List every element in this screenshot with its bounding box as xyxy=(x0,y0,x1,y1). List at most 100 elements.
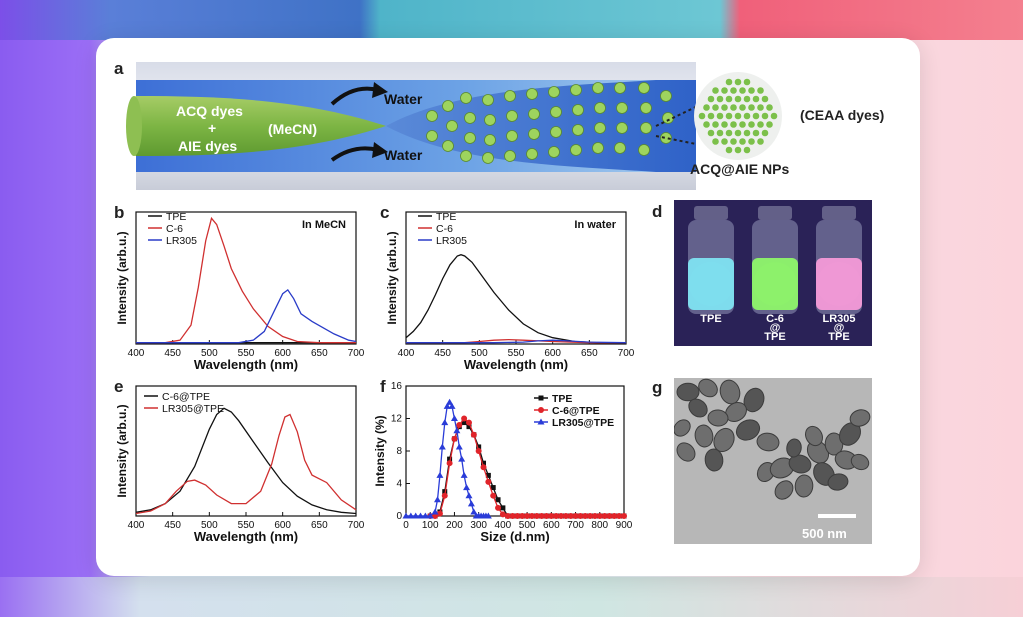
dye-stream xyxy=(130,96,386,156)
zoom-dot xyxy=(707,112,715,120)
zoom-dot xyxy=(748,104,755,111)
x-tick-label: 650 xyxy=(581,348,598,359)
data-point xyxy=(448,402,456,409)
vial-liquid xyxy=(752,258,798,310)
tem-particle xyxy=(774,480,794,500)
zoom-dot xyxy=(743,78,751,86)
nanoparticle-dot xyxy=(506,130,518,142)
x-tick-label: 450 xyxy=(164,520,181,531)
background-bottom-band xyxy=(0,577,1023,617)
panel-d-label: d xyxy=(652,202,663,221)
zoom-dots xyxy=(698,78,778,154)
nanoparticle-dot xyxy=(464,132,476,144)
tem-particle xyxy=(849,409,871,427)
panel-b-label: b xyxy=(114,203,124,222)
legend-label: LR305@TPE xyxy=(552,417,614,429)
data-point xyxy=(453,427,461,434)
scale-bar-label: 500 nm xyxy=(802,526,847,541)
nanoparticle-dot xyxy=(484,134,496,146)
zoom-dot xyxy=(712,87,719,94)
data-point xyxy=(509,513,516,519)
x-tick-label: 0 xyxy=(403,520,409,531)
series-line-TPE xyxy=(430,421,624,517)
nanoparticle-dot xyxy=(504,150,516,162)
x-tick-label: 800 xyxy=(591,520,608,531)
x-tick-label: 300 xyxy=(470,520,487,531)
zoom-dot xyxy=(698,112,706,120)
data-point xyxy=(461,415,468,422)
vial-label: TPE xyxy=(700,313,721,325)
data-point xyxy=(481,460,487,466)
zoom-dot xyxy=(757,138,764,145)
zoom-dot xyxy=(734,146,742,154)
figure-card: a ACQ dyes + AIE dyes (MeCN) Water Water… xyxy=(96,38,920,576)
zoom-dot xyxy=(707,129,715,137)
zoom-dot xyxy=(752,95,760,103)
x-axis-label: Wavelength (nm) xyxy=(464,357,568,372)
data-point xyxy=(528,513,535,519)
x-axis-label: Size (d.nm) xyxy=(480,529,549,544)
data-point xyxy=(553,513,560,519)
data-point xyxy=(441,492,448,499)
data-point xyxy=(543,513,550,519)
y-tick-label: 8 xyxy=(396,446,402,457)
x-tick-label: 550 xyxy=(508,348,525,359)
data-point xyxy=(480,464,487,471)
data-point xyxy=(436,510,443,517)
tem-particle xyxy=(786,438,802,458)
nanoparticle-dot xyxy=(548,86,560,98)
x-tick-label: 900 xyxy=(616,520,633,531)
vial-cap xyxy=(758,206,792,220)
y-tick-label: 4 xyxy=(396,479,402,490)
x-tick-label: 650 xyxy=(311,520,328,531)
chart-f: f 0 100 200 300 400 500 600 700 800 900 0 4 8 12 16 Size… xyxy=(373,377,633,544)
data-point xyxy=(495,497,501,503)
zoom-dot xyxy=(712,104,719,111)
zoom-dot xyxy=(770,112,778,120)
zoom-dot xyxy=(752,129,760,137)
zoom-dot xyxy=(766,104,773,111)
data-point xyxy=(436,471,444,478)
data-point xyxy=(476,444,482,450)
nanoparticle-dot xyxy=(592,82,604,94)
nanoparticle-dot xyxy=(548,146,560,158)
zoom-dot xyxy=(716,112,724,120)
nanoparticle-dot xyxy=(442,100,454,112)
data-point xyxy=(558,513,565,519)
tem-particle xyxy=(698,378,718,398)
x-tick-label: 400 xyxy=(495,520,512,531)
x-tick-label: 600 xyxy=(544,348,561,359)
data-point xyxy=(470,508,478,515)
tem-particle xyxy=(735,419,761,441)
data-point xyxy=(582,513,589,519)
vial-cap xyxy=(694,206,728,220)
vial-cap xyxy=(822,206,856,220)
x-axis-label: Wavelength (nm) xyxy=(194,357,298,372)
zoom-dot xyxy=(725,129,733,137)
vials-group: TPE C-6 @ TPE LR305 @ TPE xyxy=(688,206,862,343)
tem-particle xyxy=(676,442,696,462)
x-tick-label: 650 xyxy=(311,348,328,359)
zoom-dot xyxy=(743,95,751,103)
data-point xyxy=(567,513,574,519)
nanoparticle-dot xyxy=(660,90,672,102)
nanoparticle-dot xyxy=(572,104,584,116)
scale-bar xyxy=(818,514,856,518)
tem-particle xyxy=(850,453,870,471)
legend-marker xyxy=(537,418,545,425)
data-point xyxy=(438,443,446,450)
legend-label: C-6@TPE xyxy=(552,405,600,417)
tem-particle xyxy=(805,425,823,447)
vial-glow xyxy=(689,262,733,306)
data-point xyxy=(490,485,496,491)
vial-liquid xyxy=(816,258,862,310)
x-tick-label: 600 xyxy=(274,348,291,359)
nanoparticle-dot xyxy=(528,108,540,120)
data-point xyxy=(402,512,410,519)
nanoparticle-dot xyxy=(570,84,582,96)
nanoparticle-dot xyxy=(638,82,650,94)
chart-b: b 400 450 500 550 600 650 700 Wavelength (nm) Int… xyxy=(114,203,365,372)
data-point xyxy=(466,424,472,430)
y-axis-label: Intensity (arb.u.) xyxy=(115,231,129,324)
